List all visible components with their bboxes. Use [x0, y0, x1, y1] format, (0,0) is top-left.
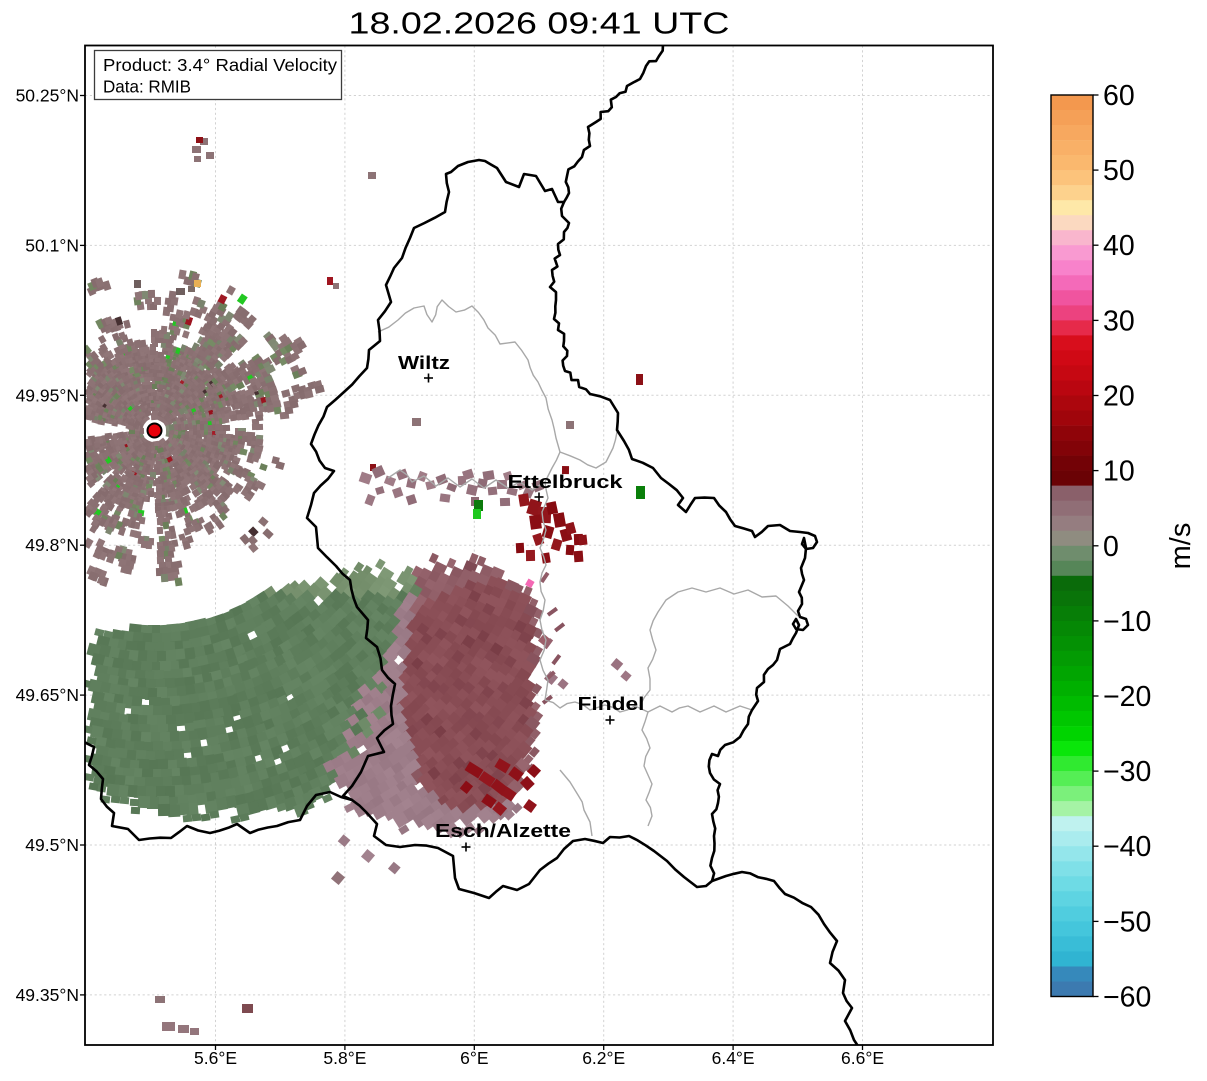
svg-text:50.1°N: 50.1°N — [25, 235, 79, 255]
svg-text:50.25°N: 50.25°N — [16, 86, 79, 106]
svg-text:6.2°E: 6.2°E — [582, 1048, 625, 1068]
svg-text:10: 10 — [1103, 456, 1135, 488]
svg-text:40: 40 — [1103, 230, 1135, 262]
svg-text:−20: −20 — [1103, 681, 1151, 713]
svg-text:6°E: 6°E — [460, 1048, 488, 1068]
svg-text:Product: 3.4° Radial Velocity: Product: 3.4° Radial Velocity — [103, 55, 337, 75]
svg-text:Esch/Alzette: Esch/Alzette — [435, 820, 571, 841]
svg-text:49.5°N: 49.5°N — [25, 835, 79, 855]
svg-text:m/s: m/s — [1165, 523, 1197, 570]
svg-text:18.02.2026 09:41 UTC: 18.02.2026 09:41 UTC — [349, 7, 730, 41]
svg-text:50: 50 — [1103, 155, 1135, 187]
svg-text:5.6°E: 5.6°E — [194, 1048, 237, 1068]
svg-text:49.8°N: 49.8°N — [25, 535, 79, 555]
svg-text:49.95°N: 49.95°N — [16, 385, 79, 405]
svg-text:49.35°N: 49.35°N — [16, 985, 79, 1005]
svg-text:Findel: Findel — [578, 693, 645, 714]
svg-text:Ettelbruck: Ettelbruck — [508, 471, 624, 492]
svg-text:60: 60 — [1103, 80, 1135, 112]
svg-text:Wiltz: Wiltz — [398, 352, 450, 373]
svg-text:0: 0 — [1103, 531, 1119, 563]
svg-text:30: 30 — [1103, 305, 1135, 337]
svg-text:6.6°E: 6.6°E — [841, 1048, 884, 1068]
svg-text:−50: −50 — [1103, 906, 1151, 938]
svg-text:−10: −10 — [1103, 606, 1151, 638]
svg-text:−40: −40 — [1103, 831, 1151, 863]
svg-text:−30: −30 — [1103, 756, 1151, 788]
svg-text:49.65°N: 49.65°N — [16, 685, 79, 705]
svg-text:6.4°E: 6.4°E — [712, 1048, 755, 1068]
svg-text:Data: RMIB: Data: RMIB — [103, 77, 191, 97]
svg-text:5.8°E: 5.8°E — [323, 1048, 366, 1068]
svg-text:20: 20 — [1103, 381, 1135, 413]
svg-text:−60: −60 — [1103, 982, 1151, 1014]
